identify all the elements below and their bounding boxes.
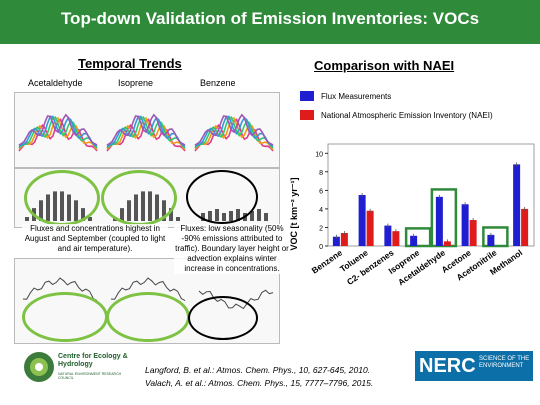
nerc-logo-subtext: SCIENCE OF THE ENVIRONMENT [479,356,530,369]
reference-langford: Langford, B. et al.: Atmos. Chem. Phys.,… [145,365,371,375]
highlight-ellipse-isoprene [101,170,177,226]
y-tick-label: 2 [319,225,323,232]
highlight-ellipse-isoprene-conc [106,292,190,342]
legend-swatch-naei [300,110,314,120]
label-acetaldehyde: Acetaldehyde [28,78,83,88]
bar [384,225,392,246]
caption-anthropogenic: Fluxes: low seasonality (50% -90% emissi… [174,224,290,274]
diurnal-curve [106,113,186,146]
y-tick-label: 0 [319,244,323,251]
timeseries-flux-graphic [18,113,274,152]
ceh-logo-text: Centre for Ecology & Hydrology [58,353,128,368]
diurnal-curve [18,117,98,150]
y-tick-label: 4 [319,207,323,214]
y-tick-label: 6 [319,188,323,195]
highlight-ellipse-benzene [186,170,258,224]
comparison-heading: Comparison with NAEI [314,58,455,73]
title-banner: Top-down Validation of Emission Inventor… [0,0,540,44]
bar [358,195,366,246]
diurnal-curve [106,117,186,150]
x-tick-label: Benzene [310,247,345,275]
y-tick-label: 10 [315,151,323,158]
ceh-logo-subtext: NATURAL ENVIRONMENT RESEARCH COUNCIL [58,372,122,380]
y-tick-label: 8 [319,170,323,177]
diurnal-curve [194,117,274,150]
seasonal-box [257,209,261,221]
diurnal-curve [18,113,98,146]
nerc-logo: NERC SCIENCE OF THE ENVIRONMENT [415,351,533,381]
label-benzene: Benzene [200,78,236,88]
bar [435,196,443,246]
legend-label-flux: Flux Measurements [321,92,392,101]
ceh-logo: Centre for Ecology & Hydrology NATURAL E… [22,350,132,384]
seasonal-box [25,217,29,221]
naei-bar-chart: VOC [t km⁻² yr⁻¹] 0246810BenzeneTolueneC… [289,143,535,287]
temporal-trends-heading: Temporal Trends [78,56,182,71]
diurnal-curve [194,113,274,146]
bar [392,231,400,246]
highlight-box [404,227,432,248]
y-axis-label: VOC [t km⁻² yr⁻¹] [289,177,299,250]
bar [340,233,348,246]
bar [521,208,529,246]
bar [469,220,477,246]
diurnal-curve [194,116,274,149]
highlight-ellipse-acetaldehyde-conc [22,292,108,342]
concentration-line [22,277,98,302]
bar [410,235,418,246]
highlight-box [482,226,509,248]
page-title: Top-down Validation of Emission Inventor… [60,9,480,28]
legend-swatch-flux [300,91,314,101]
seasonal-box [176,217,180,221]
nerc-logo-text: NERC [419,355,476,377]
caption-biogenic: Fluxes and concentrations highest in Aug… [22,224,168,254]
highlight-ellipse-acetaldehyde [24,170,100,226]
bar [366,210,374,246]
seasonal-box [264,213,268,221]
seasonal-box [169,208,173,221]
concentration-line [110,277,186,302]
reference-valach: Valach, A. et al.: Atmos. Chem. Phys., 1… [145,378,374,388]
bar [443,241,451,246]
bar [487,234,495,246]
label-isoprene: Isoprene [118,78,154,88]
bar [332,236,340,246]
legend-label-naei: National Atmospheric Emission Inventory … [321,111,493,120]
timeseries-flux-panel [14,92,280,168]
bar [513,164,521,246]
ceh-emblem-icon [24,352,54,382]
seasonal-box [88,217,92,221]
bar [461,204,469,246]
diurnal-curve [18,116,98,149]
seasonal-box [250,211,254,221]
diurnal-curve [106,116,186,149]
highlight-ellipse-benzene-conc [188,296,258,340]
